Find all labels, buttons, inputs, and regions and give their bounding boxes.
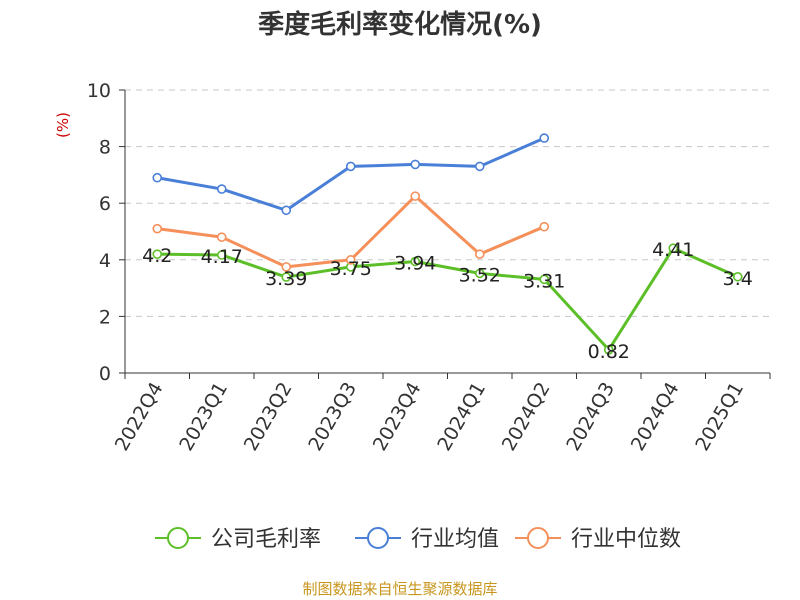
data-point	[152, 172, 163, 183]
legend-marker	[367, 527, 389, 549]
data-point	[410, 256, 421, 267]
data-point	[216, 232, 227, 242]
legend-item: 行业均值	[355, 527, 499, 552]
data-point	[281, 205, 292, 216]
x-tick-label: 2023Q4	[369, 379, 426, 455]
data-point	[216, 250, 227, 260]
data-point	[474, 249, 485, 259]
x-tick-label: 2024Q2	[498, 379, 555, 455]
data-label: 4.2	[142, 245, 172, 267]
data-point	[345, 161, 356, 172]
x-tick-label: 2023Q1	[175, 379, 232, 455]
x-tick-label: 2024Q1	[433, 379, 490, 455]
data-point	[603, 344, 614, 355]
data-point	[345, 254, 356, 265]
x-tick-label: 2024Q3	[562, 379, 619, 455]
data-label: 3.94	[394, 252, 436, 274]
data-label: 3.52	[459, 264, 501, 286]
data-point	[152, 249, 163, 259]
data-label: 4.17	[201, 246, 243, 268]
data-point	[539, 221, 550, 232]
legend: 公司毛利率 行业均值 行业中位数	[155, 527, 681, 552]
series-line-0	[157, 246, 739, 352]
legend-label: 公司毛利率	[211, 527, 321, 552]
x-tick-label: 2023Q3	[304, 379, 361, 455]
data-labels: 4.2 4.17 3.39 3.75 3.94 3.52 3.31 0.82 4.41 3.4	[142, 239, 753, 363]
legend-marker	[527, 527, 549, 549]
data-label: 3.39	[265, 268, 307, 290]
legend-label: 行业中位数	[571, 527, 681, 552]
y-tick-label: 8	[99, 137, 111, 159]
x-tick-label: 2022Q4	[111, 379, 168, 455]
data-point	[474, 161, 485, 172]
x-tick-label: 2025Q1	[691, 379, 748, 455]
x-tick-labels: 2022Q4 2023Q1 2023Q2 2023Q3 2023Q4 2024Q1 2024…	[111, 379, 748, 455]
x-tick-label: 2023Q2	[240, 379, 297, 455]
footer-source: 制图数据来自恒生聚源数据库	[302, 580, 498, 598]
series-points	[152, 133, 743, 355]
data-point	[410, 159, 421, 170]
data-point	[539, 274, 550, 285]
y-tick-label: 4	[99, 250, 111, 272]
legend-item: 行业中位数	[515, 527, 681, 552]
y-tick-label: 0	[99, 363, 111, 385]
series-line-1	[156, 136, 545, 212]
data-label: 0.82	[588, 341, 630, 363]
legend-label: 行业均值	[411, 527, 499, 552]
data-point	[152, 223, 163, 234]
data-point	[668, 243, 679, 253]
y-tick-label: 10	[87, 80, 111, 102]
data-label: 3.75	[330, 258, 372, 280]
axes	[119, 89, 771, 379]
grid-lines	[125, 89, 770, 317]
legend-item: 公司毛利率	[155, 527, 321, 552]
data-label: 4.41	[652, 239, 694, 261]
data-point	[539, 133, 550, 143]
y-tick-labels: 0 2 4 6 8 10	[87, 80, 111, 385]
data-point	[410, 191, 421, 201]
data-point	[474, 268, 485, 279]
data-label: 3.31	[523, 270, 565, 292]
y-tick-label: 2	[99, 306, 111, 328]
data-point	[216, 184, 227, 194]
data-point	[281, 262, 292, 272]
x-tick-label: 2024Q4	[627, 379, 684, 455]
data-label: 3.4	[723, 268, 753, 290]
legend-marker	[167, 527, 189, 549]
data-point	[732, 271, 743, 282]
y-axis-label: (%)	[54, 112, 72, 138]
series-lines	[156, 136, 739, 352]
y-tick-label: 6	[99, 193, 111, 215]
data-point	[281, 272, 292, 282]
chart-title: 季度毛利率变化情况(%)	[258, 10, 542, 40]
